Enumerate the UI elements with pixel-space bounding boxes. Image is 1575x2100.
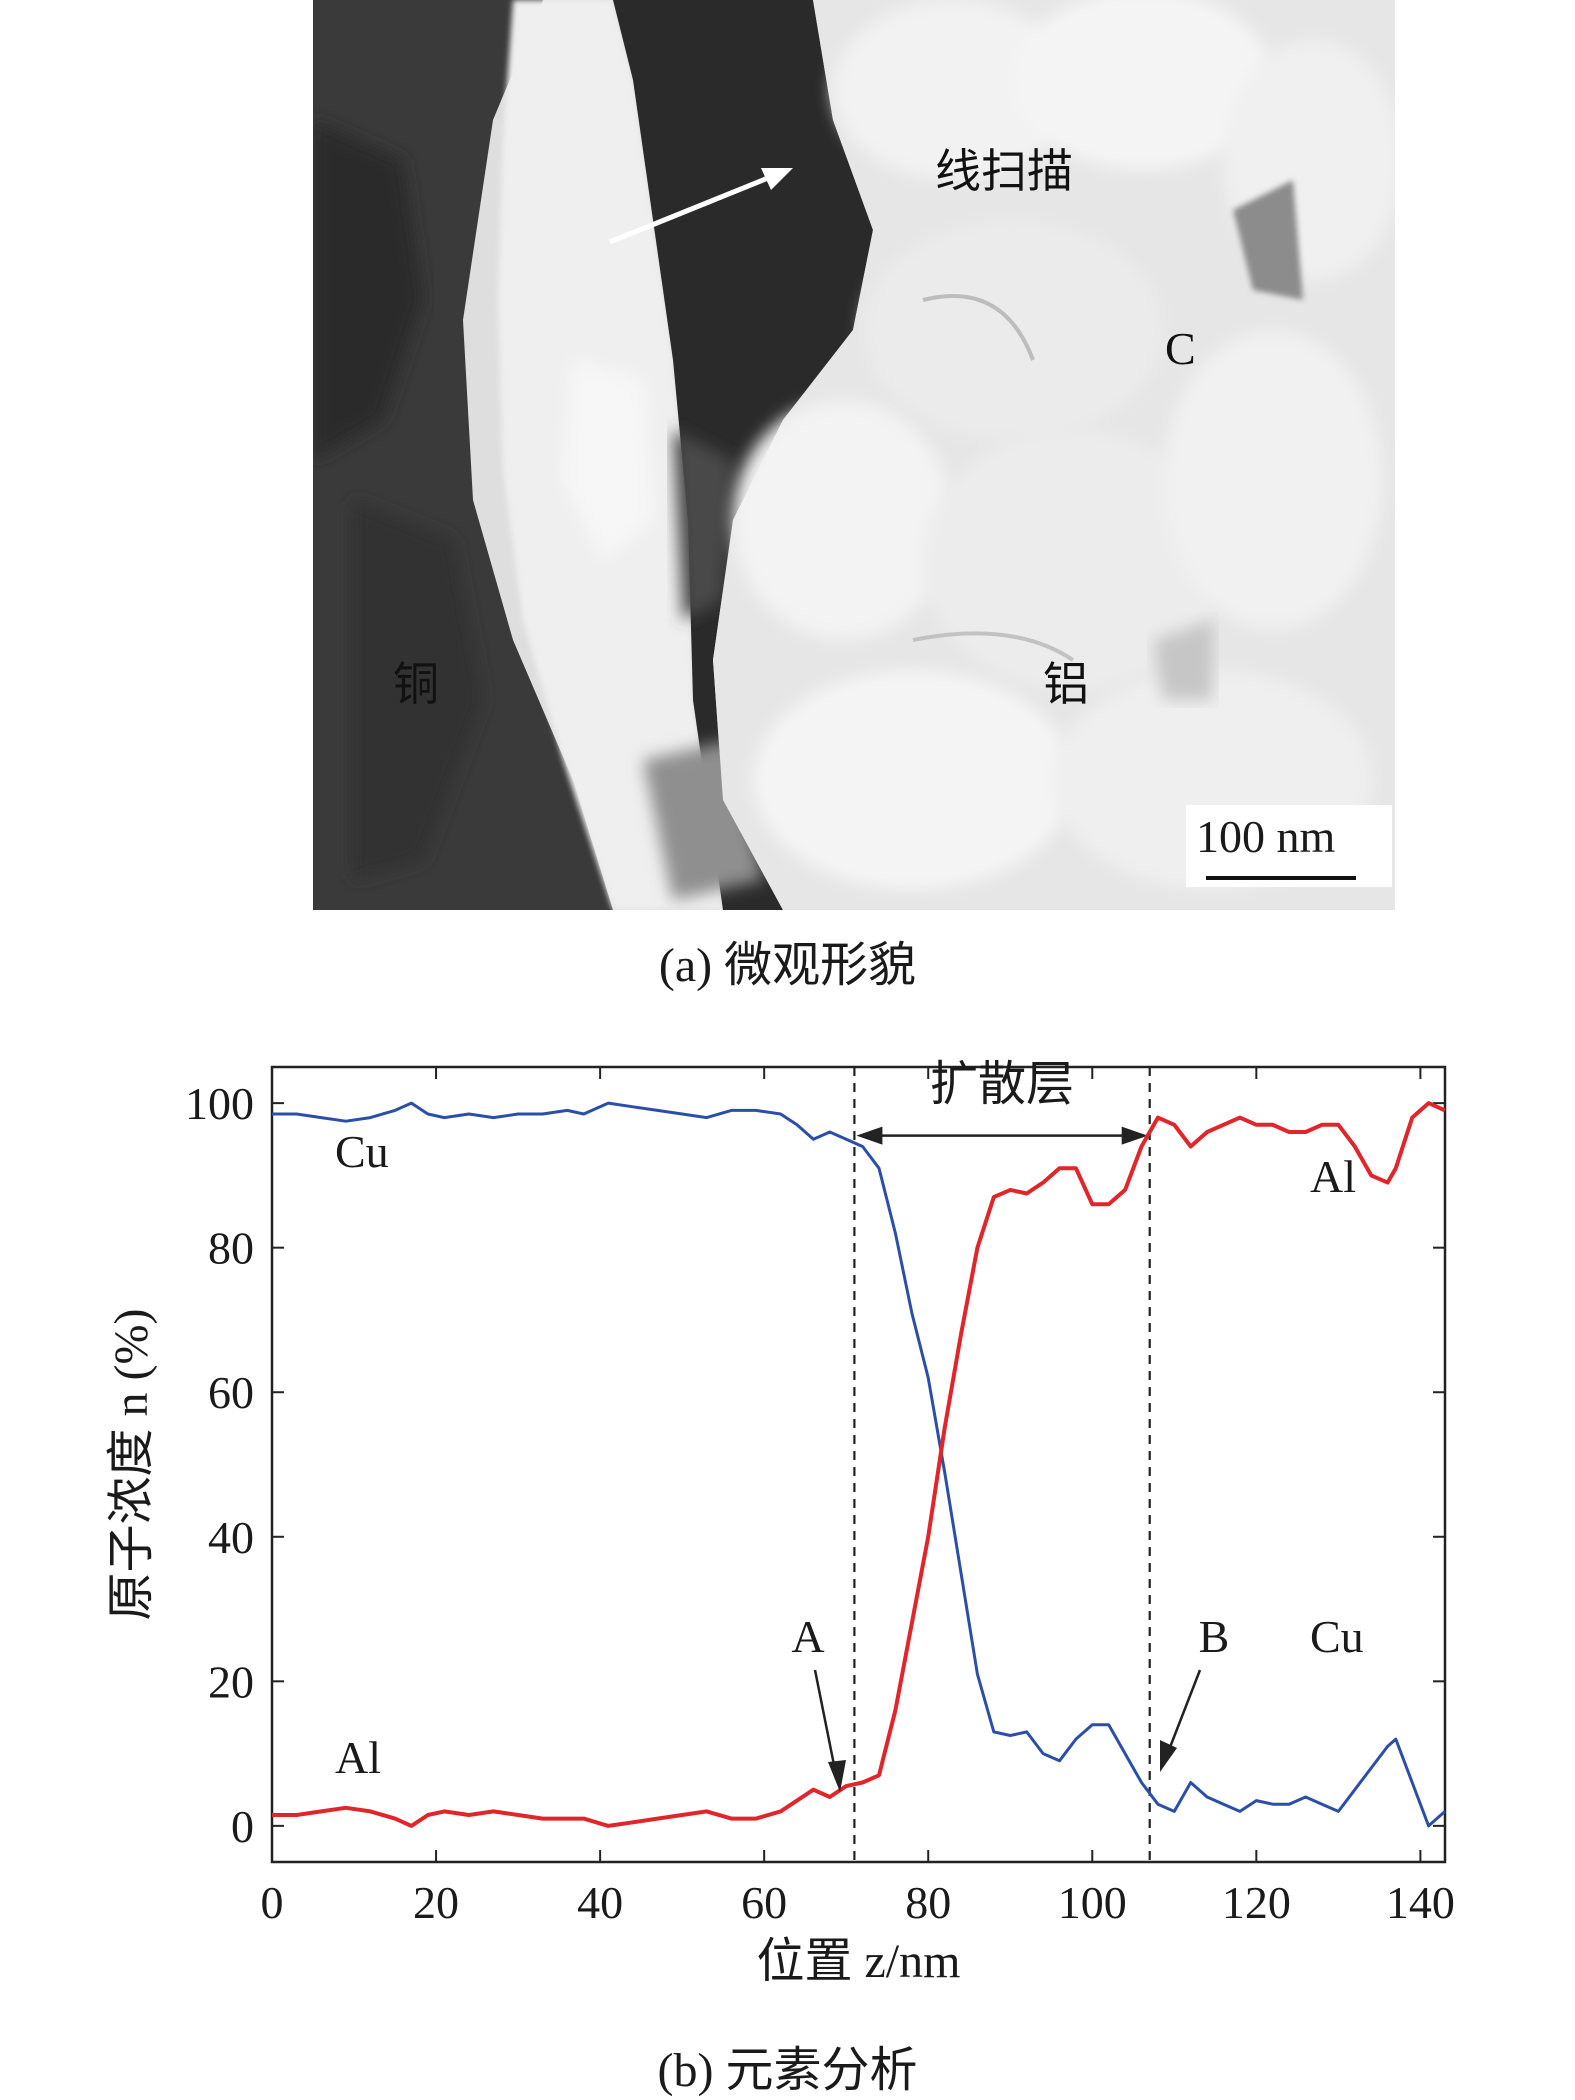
chart-container: 0 20 40 60 80 100 120 140 0 20 40 60 80 100 位置 z/nm 原子浓…: [0, 1040, 1575, 2091]
diffusion-layer-arrowhead-left: [856, 1126, 883, 1145]
diffusion-layer-arrowhead-right: [1121, 1126, 1148, 1145]
x-tick-label: 40: [577, 1877, 623, 1928]
y-tick-label: 40: [208, 1512, 254, 1563]
caption-a: (a) 微观形貌: [658, 939, 917, 992]
scale-bar: [1206, 876, 1356, 880]
point-a-label: A: [791, 1611, 824, 1662]
series-label-al-left: Al: [335, 1732, 381, 1783]
x-tick-label: 80: [905, 1877, 951, 1928]
x-tick-label: 100: [1058, 1877, 1127, 1928]
point-b-label: B: [1199, 1611, 1230, 1662]
series-line-cu: [272, 1101, 1446, 1828]
x-tick-label: 0: [261, 1877, 284, 1928]
micrograph-image: [313, 0, 1395, 910]
copper-label: 铜: [393, 657, 439, 711]
x-axis-label: 位置 z/nm: [757, 1935, 961, 1988]
line-scan-label: 线扫描: [935, 144, 1073, 198]
point-a-arrow: [813, 1669, 838, 1776]
diffusion-layer-label: 扩散层: [930, 1058, 1074, 1111]
series-label-cu-left: Cu: [335, 1126, 389, 1177]
line-scan-arrowhead: [761, 168, 793, 190]
point-a-arrowhead: [828, 1760, 846, 1792]
x-tick-label: 60: [741, 1877, 787, 1928]
line-scan-arrow: [609, 175, 769, 245]
series-label-cu-right: Cu: [1310, 1611, 1364, 1662]
y-tick-label: 60: [208, 1367, 254, 1418]
y-tick-label: 80: [208, 1223, 254, 1274]
aluminum-label: 铝: [1043, 657, 1089, 711]
scale-bar-label: 100 nm: [1196, 811, 1336, 862]
caption-b: (b) 元素分析: [657, 2044, 918, 2097]
scale-bar-box: [1186, 805, 1392, 887]
x-tick-label: 20: [413, 1877, 459, 1928]
point-b-arrow: [1165, 1669, 1202, 1756]
series-line-al: [272, 1101, 1446, 1828]
y-tick-label: 100: [185, 1078, 254, 1129]
x-tick-label: 140: [1386, 1877, 1455, 1928]
micrograph: [313, 0, 1395, 910]
y-axis-label: 原子浓度 n (%): [105, 1309, 158, 1621]
y-tick-label: 20: [208, 1656, 254, 1707]
point-b-arrowhead: [1160, 1740, 1177, 1772]
series-label-al-right: Al: [1310, 1151, 1356, 1202]
carbon-label: C: [1165, 323, 1196, 374]
element-profile-chart: 0 20 40 60 80 100 120 140 0 20 40 60 80 100 位置 z/nm 原子浓…: [105, 1058, 1455, 1988]
plot-frame: [270, 1065, 1447, 1864]
y-tick-label: 0: [231, 1801, 254, 1852]
x-tick-label: 120: [1222, 1877, 1291, 1928]
